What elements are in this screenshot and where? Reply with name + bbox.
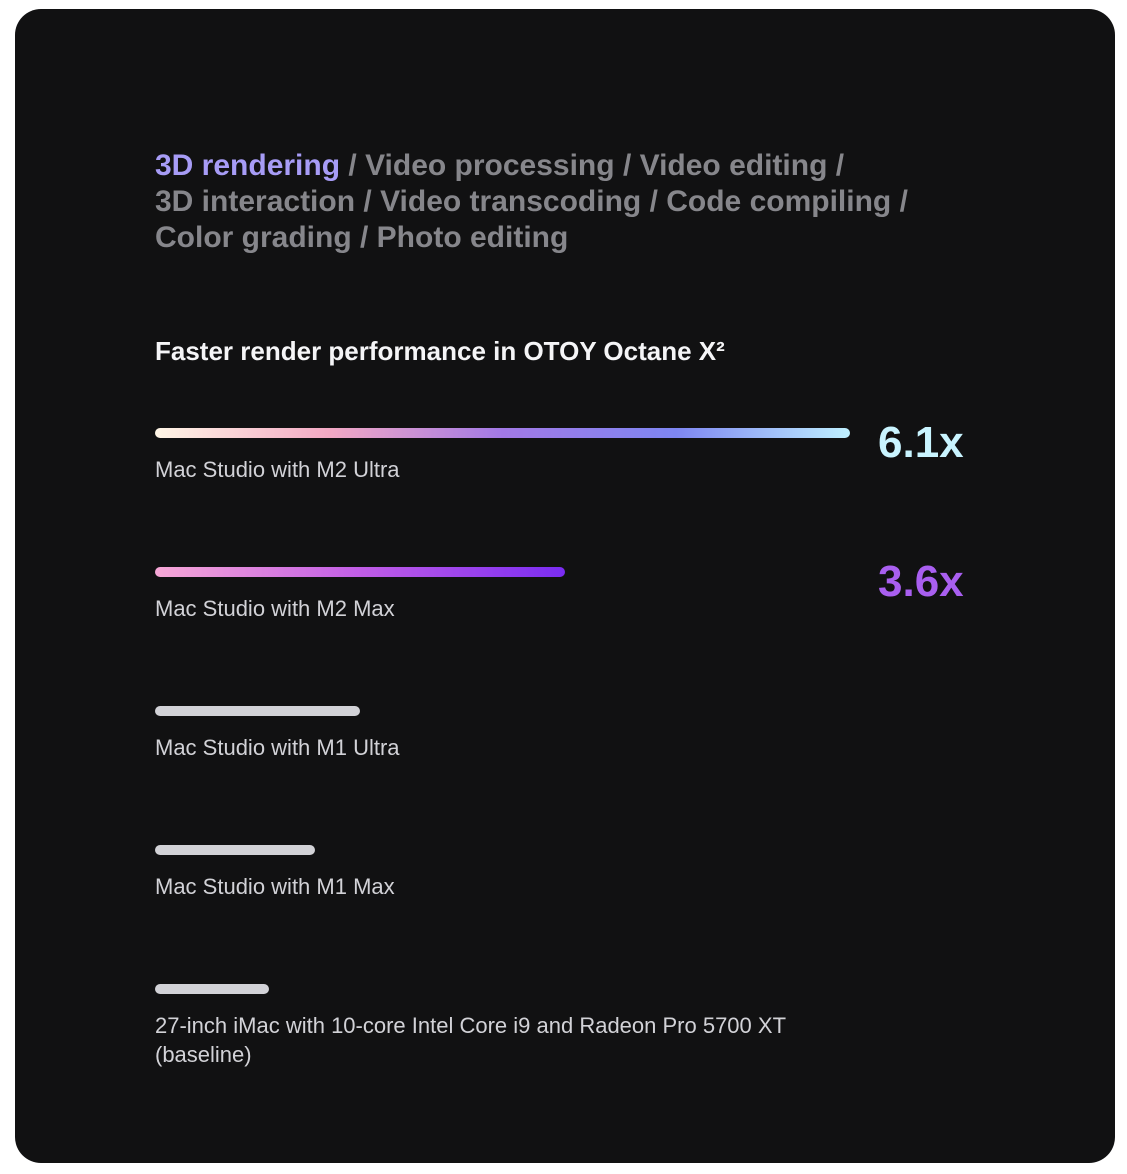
tab-separator: / [649, 185, 667, 218]
tab-video-editing[interactable]: Video editing [639, 149, 828, 182]
chart-title: Faster render performance in OTOY Octane… [155, 336, 725, 366]
tab-color-grading[interactable]: Color grading [155, 221, 352, 254]
tab-separator: / [363, 185, 381, 218]
tab-separator: / [360, 221, 377, 254]
bar-m2-ultra [155, 428, 850, 438]
bar-row-m2-max: Mac Studio with M2 Max 3.6x [155, 560, 1055, 623]
bar-track [155, 706, 850, 716]
tab-code-compiling[interactable]: Code compiling [666, 185, 892, 218]
bar-imac-baseline [155, 984, 269, 994]
bar-label-m2-max: Mac Studio with M2 Max [155, 596, 395, 621]
tab-video-processing[interactable]: Video processing [365, 149, 615, 182]
tab-video-transcoding[interactable]: Video transcoding [380, 185, 642, 218]
chart-card: 3D rendering / Video processing / Video … [15, 9, 1115, 1163]
bar-m2-max [155, 567, 565, 577]
bar-m1-max [155, 845, 315, 855]
bar-label-m2-ultra: Mac Studio with M2 Ultra [155, 457, 400, 482]
bar-m1-ultra [155, 706, 360, 716]
bar-track [155, 428, 850, 438]
bar-label-imac-baseline: 27-inch iMac with 10-core Intel Core i9 … [155, 1013, 786, 1067]
bar-label-m1-max: Mac Studio with M1 Max [155, 874, 395, 899]
bar-track [155, 567, 850, 577]
tab-separator: / [622, 149, 640, 182]
value-label-m2-max: 3.6x [878, 557, 964, 606]
workload-tabs: 3D rendering / Video processing / Video … [155, 148, 975, 256]
tab-3d-interaction[interactable]: 3D interaction [155, 185, 356, 218]
bar-row-m1-ultra: Mac Studio with M1 Ultra [155, 706, 1055, 762]
bar-row-imac-baseline: 27-inch iMac with 10-core Intel Core i9 … [155, 984, 1055, 1069]
bar-row-m2-ultra: Mac Studio with M2 Ultra 6.1x [155, 421, 1055, 484]
tab-separator: / [835, 149, 845, 182]
tab-separator: / [899, 185, 908, 218]
bar-track [155, 845, 850, 855]
tab-photo-editing[interactable]: Photo editing [376, 221, 569, 254]
bar-track [155, 984, 850, 994]
tab-separator: / [348, 149, 366, 182]
bar-label-m1-ultra: Mac Studio with M1 Ultra [155, 735, 400, 760]
tab-3d-rendering[interactable]: 3D rendering [155, 149, 341, 182]
value-label-m2-ultra: 6.1x [878, 418, 964, 467]
bar-row-m1-max: Mac Studio with M1 Max [155, 845, 1055, 901]
